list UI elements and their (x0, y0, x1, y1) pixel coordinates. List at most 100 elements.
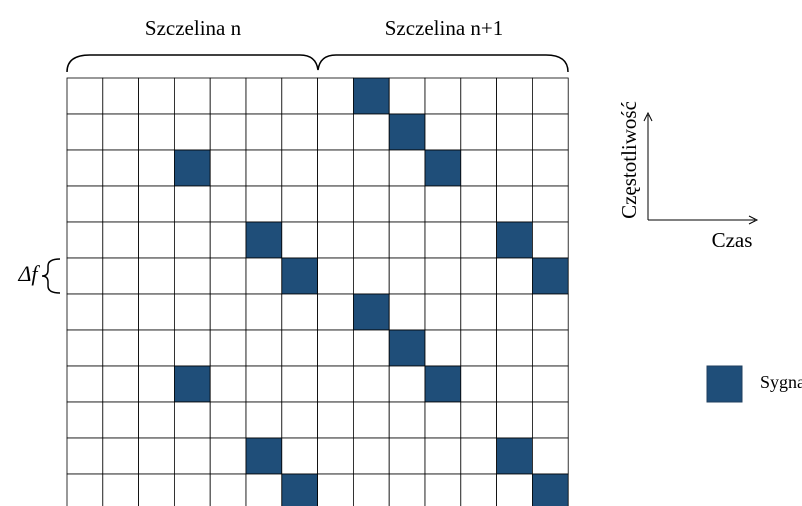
grid-cell (532, 221, 569, 259)
grid-cell (424, 437, 462, 475)
grid-cell (532, 401, 569, 439)
grid-cell (281, 437, 318, 475)
spacing-label: Δf (17, 261, 40, 286)
grid-cell (424, 77, 462, 115)
prs-cell (424, 149, 462, 187)
grid-cell (281, 293, 318, 331)
arrow-head (643, 111, 653, 122)
prs-cell (352, 293, 390, 331)
grid-cell (496, 293, 533, 331)
grid-cell (281, 113, 318, 151)
grid-cell (66, 401, 104, 439)
grid-cell (496, 77, 533, 115)
grid-cell (66, 437, 104, 475)
grid-cell (388, 77, 426, 115)
grid-cell (173, 473, 211, 506)
grid-cell (532, 329, 569, 367)
grid-cell (102, 257, 140, 295)
grid-cell (173, 329, 211, 367)
grid-cell (209, 149, 247, 187)
prs-cell (245, 221, 283, 259)
prs-cell (532, 473, 569, 506)
grid-cell (496, 149, 533, 187)
grid-cell (209, 293, 247, 331)
grid-cell (388, 185, 426, 223)
grid-cell (245, 473, 283, 506)
grid-cell (460, 221, 497, 259)
grid-cell (317, 113, 354, 151)
grid-cell (352, 221, 390, 259)
grid-cell (317, 221, 354, 259)
grid-cell (173, 221, 211, 259)
grid-cell (66, 329, 104, 367)
grid-cell (209, 257, 247, 295)
prs-cell (352, 77, 390, 115)
grid-cell (317, 293, 354, 331)
grid-cell (138, 293, 175, 331)
prs-cell (424, 365, 462, 403)
grid-cell (532, 293, 569, 331)
grid-cell (209, 113, 247, 151)
grid-cell (102, 401, 140, 439)
grid-cell (66, 185, 104, 223)
grid-cell (245, 149, 283, 187)
grid-cell (102, 185, 140, 223)
grid-cell (66, 365, 104, 403)
grid-cell (281, 149, 318, 187)
legend-swatch (706, 365, 743, 403)
grid-cell (245, 185, 283, 223)
grid-cell (317, 473, 354, 506)
grid-cell (532, 185, 569, 223)
grid-cell (245, 113, 283, 151)
grid-cell (532, 437, 569, 475)
grid-cell (102, 365, 140, 403)
grid-cell (388, 149, 426, 187)
grid-cell (352, 185, 390, 223)
grid-cell (173, 437, 211, 475)
grid-cell (138, 365, 175, 403)
prs-cell (173, 149, 211, 187)
grid-cell (173, 185, 211, 223)
grid-cell (245, 293, 283, 331)
grid-cell (532, 113, 569, 151)
grid-cell (209, 401, 247, 439)
grid-cell (317, 185, 354, 223)
grid-cell (352, 473, 390, 506)
grid-cell (102, 113, 140, 151)
grid-cell (138, 221, 175, 259)
grid-cell (173, 401, 211, 439)
grid-cell (532, 365, 569, 403)
grid-cell (138, 329, 175, 367)
grid-cell (496, 401, 533, 439)
grid-cell (138, 401, 175, 439)
grid-cell (281, 185, 318, 223)
grid-cell (424, 293, 462, 331)
grid-cell (66, 221, 104, 259)
grid-cell (209, 365, 247, 403)
grid-cell (496, 473, 533, 506)
grid-cell (281, 77, 318, 115)
grid-cell (424, 185, 462, 223)
resource-grid (66, 77, 569, 506)
grid-cell (317, 401, 354, 439)
grid-cell (209, 185, 247, 223)
axis-label: Czas (712, 228, 753, 252)
grid-cell (102, 329, 140, 367)
grid-cell (138, 437, 175, 475)
grid-cell (388, 221, 426, 259)
grid-cell (245, 401, 283, 439)
grid-cell (496, 365, 533, 403)
grid-cell (102, 293, 140, 331)
grid-cell (460, 149, 497, 187)
grid-cell (496, 185, 533, 223)
prs-cell (245, 437, 283, 475)
grid-cell (388, 437, 426, 475)
grid-cell (496, 329, 533, 367)
grid-cell (66, 473, 104, 506)
grid-cell (352, 329, 390, 367)
prs-cell (532, 257, 569, 295)
grid-cell (281, 329, 318, 367)
grid-cell (173, 257, 211, 295)
grid-cell (460, 473, 497, 506)
